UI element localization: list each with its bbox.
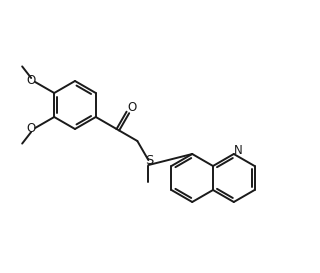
Text: O: O bbox=[27, 75, 36, 88]
Text: O: O bbox=[27, 123, 36, 135]
Text: N: N bbox=[233, 144, 242, 156]
Text: O: O bbox=[127, 101, 136, 114]
Text: S: S bbox=[145, 153, 154, 167]
